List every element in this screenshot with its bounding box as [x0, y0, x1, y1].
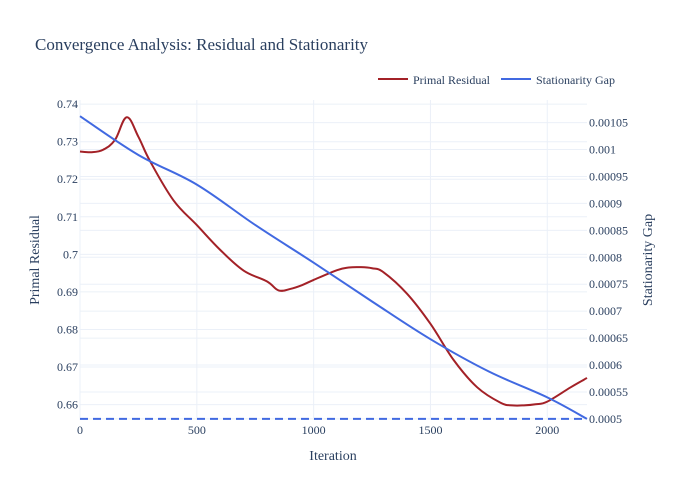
series-line-primal-residual [79, 116, 588, 407]
x-tick-label: 500 [188, 423, 206, 437]
y-left-tick-label: 0.7 [63, 247, 78, 261]
y-right-tick-label: 0.00075 [589, 277, 628, 291]
y-right-tick-label: 0.00055 [589, 385, 628, 399]
legend-item-stationarity-gap[interactable]: Stationarity Gap [501, 73, 615, 87]
legend[interactable]: Primal Residual Stationarity Gap [378, 73, 615, 87]
x-tick-label: 1000 [302, 423, 326, 437]
chart-marks [79, 115, 588, 420]
y-right-tick-label: 0.0006 [589, 358, 622, 372]
axes: 0 500 1000 1500 2000 0.66 0.67 0.68 0.69 0.7 0.71 0… [57, 97, 628, 437]
y-right-tick-label: 0.0009 [589, 196, 622, 210]
y-right-tick-label: 0.00065 [589, 331, 628, 345]
y-right-tick-label: 0.0005 [589, 412, 622, 426]
y-left-tick-label: 0.69 [57, 285, 78, 299]
x-tick-label: 0 [77, 423, 83, 437]
x-tick-label: 1500 [418, 423, 442, 437]
legend-label-primal-residual: Primal Residual [413, 73, 491, 87]
y-left-tick-label: 0.73 [57, 135, 78, 149]
legend-label-stationarity-gap: Stationarity Gap [536, 73, 615, 87]
y-left-tick-label: 0.66 [57, 398, 78, 412]
y-right-tick-label: 0.0007 [589, 304, 622, 318]
y-left-tick-label: 0.67 [57, 360, 78, 374]
y-right-tick-label: 0.001 [589, 143, 616, 157]
y-axis-right-title: Stationarity Gap [641, 214, 656, 306]
y-left-tick-label: 0.72 [57, 172, 78, 186]
x-axis-title: Iteration [309, 449, 356, 464]
y-left-tick-label: 0.74 [57, 97, 78, 111]
y-right-tick-label: 0.00095 [589, 169, 628, 183]
legend-item-primal-residual[interactable]: Primal Residual [378, 73, 491, 87]
x-tick-label: 2000 [535, 423, 559, 437]
chart-title: Convergence Analysis: Residual and Stati… [35, 35, 369, 54]
y-axis-left-title: Primal Residual [28, 215, 43, 305]
y-left-tick-label: 0.68 [57, 322, 78, 336]
y-right-tick-label: 0.0008 [589, 250, 622, 264]
y-right-tick-label: 0.00085 [589, 223, 628, 237]
y-right-tick-label: 0.00105 [589, 116, 628, 130]
series-line-stationarity-gap [79, 115, 588, 420]
y-left-tick-label: 0.71 [57, 210, 78, 224]
